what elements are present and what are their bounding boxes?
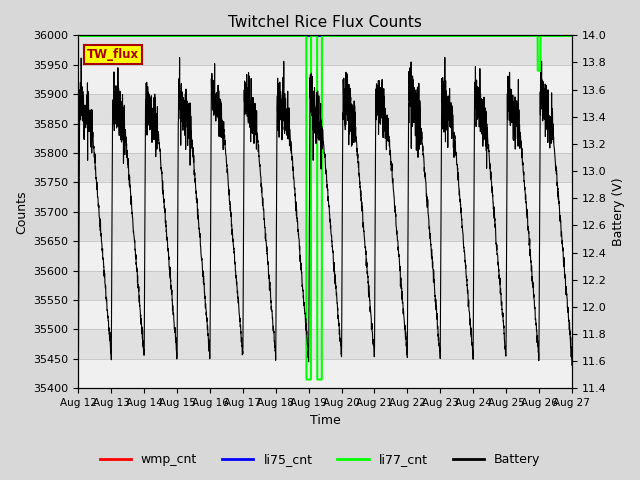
Bar xyxy=(79,123,572,153)
Text: TW_flux: TW_flux xyxy=(87,48,140,60)
Bar xyxy=(79,300,572,329)
Bar xyxy=(79,153,572,182)
Bar xyxy=(79,212,572,241)
Bar xyxy=(79,65,572,94)
Bar xyxy=(79,94,572,123)
Bar xyxy=(79,359,572,388)
Y-axis label: Counts: Counts xyxy=(15,190,28,234)
Bar xyxy=(79,329,572,359)
Bar xyxy=(79,36,572,65)
Bar xyxy=(79,241,572,271)
Legend: wmp_cnt, li75_cnt, li77_cnt, Battery: wmp_cnt, li75_cnt, li77_cnt, Battery xyxy=(95,448,545,471)
Bar xyxy=(79,271,572,300)
Y-axis label: Battery (V): Battery (V) xyxy=(612,178,625,246)
Bar xyxy=(79,182,572,212)
X-axis label: Time: Time xyxy=(310,414,340,427)
Title: Twitchel Rice Flux Counts: Twitchel Rice Flux Counts xyxy=(228,15,422,30)
